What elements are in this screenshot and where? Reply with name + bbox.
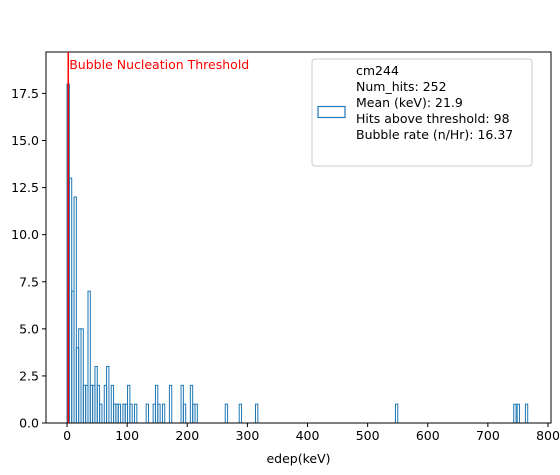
axes-frame <box>45 51 552 424</box>
legend-bubble-rate: Bubble rate (n/Hr): 16.37 <box>356 127 513 142</box>
threshold-label: Bubble Nucleation Threshold <box>69 57 249 72</box>
x-axis-label: edep(keV) <box>266 451 330 466</box>
x-tick-label: 600 <box>416 428 440 443</box>
x-tick-label: 200 <box>175 428 199 443</box>
histogram-bar <box>513 403 517 424</box>
histogram-bar <box>157 403 161 424</box>
threshold-group: Bubble Nucleation Threshold <box>67 52 249 423</box>
histogram-bar <box>182 403 187 424</box>
y-tick-label: 2.5 <box>19 368 39 383</box>
histogram-bar <box>168 384 173 424</box>
histogram-bar <box>145 403 149 424</box>
legend-mean: Mean (keV): 21.9 <box>356 95 463 110</box>
histogram-bar <box>106 366 110 424</box>
y-tick-label: 12.5 <box>11 180 39 195</box>
y-tick-label: 17.5 <box>11 86 39 101</box>
histogram-bar <box>129 403 133 424</box>
legend-hits-above: Hits above threshold: 98 <box>356 111 510 126</box>
legend-swatch <box>317 105 346 119</box>
x-tick-label: 100 <box>115 428 139 443</box>
histogram-bar <box>161 403 166 424</box>
legend-num-hits: Num_hits: 252 <box>356 79 447 94</box>
y-tick-label: 10.0 <box>11 227 39 242</box>
histogram-bar <box>194 403 198 424</box>
histogram-bar <box>394 403 399 424</box>
histogram-bar <box>99 403 103 424</box>
histogram-bar <box>224 403 229 424</box>
x-axis-ticks: 0 100 200 300 400 500 600 700 800 <box>63 423 560 443</box>
y-tick-label: 7.5 <box>19 274 39 289</box>
x-tick-label: 300 <box>235 428 259 443</box>
x-tick-label: 400 <box>296 428 320 443</box>
x-tick-label: 800 <box>536 428 560 443</box>
histogram-bar <box>134 403 138 424</box>
legend: cm244 Num_hits: 252 Mean (keV): 21.9 Hit… <box>311 58 533 167</box>
histogram-bar <box>117 403 122 424</box>
y-tick-label: 0.0 <box>19 416 39 431</box>
x-tick-label: 0 <box>63 428 71 443</box>
y-tick-label: 5.0 <box>19 321 39 336</box>
y-axis-ticks: 0.0 2.5 5.0 7.5 10.0 12.5 15.0 17.5 <box>11 86 46 431</box>
histogram-bar <box>238 403 243 424</box>
histogram-bar <box>516 403 521 424</box>
legend-series-name: cm244 <box>356 63 399 78</box>
x-tick-label: 500 <box>356 428 380 443</box>
x-tick-label: 700 <box>476 428 500 443</box>
histogram-bar <box>255 403 259 424</box>
histogram-bar <box>524 403 529 424</box>
legend-box <box>311 58 533 167</box>
y-tick-label: 15.0 <box>11 133 39 148</box>
